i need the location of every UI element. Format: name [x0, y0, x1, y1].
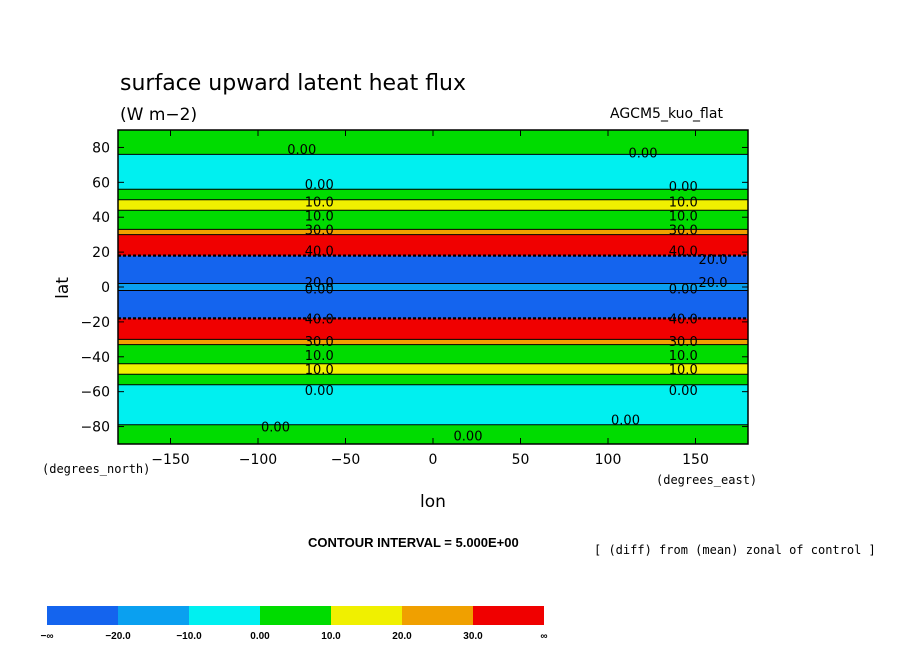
contour-label-14: 20.0: [699, 276, 728, 291]
colorbar-label-5: 20.0: [392, 631, 412, 642]
colorbar-swatch-5: [402, 606, 473, 625]
colorbar-label-6: 30.0: [463, 631, 483, 642]
y-tick-label-2: −40: [80, 350, 110, 366]
colorbar-swatch-6: [473, 606, 544, 625]
y-tick-label-7: 60: [92, 175, 110, 191]
band-5: [118, 339, 748, 345]
contour-label-20: 30.0: [669, 335, 698, 350]
diff-note: [ (diff) from (mean) zonal of control ]: [594, 543, 876, 557]
contour-label-8: 30.0: [305, 223, 334, 238]
contour-label-21: 10.0: [305, 349, 334, 364]
band-1: [118, 384, 748, 425]
y-tick-label-6: 40: [92, 210, 110, 226]
contour-label-23: 10.0: [305, 363, 334, 378]
contour-label-27: 0.00: [261, 421, 290, 436]
colorbar-swatch-1: [118, 606, 189, 625]
contour-label-17: 40.0: [305, 312, 334, 327]
y-tick-label-4: 0: [101, 280, 110, 296]
contour-label-22: 10.0: [669, 349, 698, 364]
band-2: [118, 374, 748, 385]
band-11: [118, 229, 748, 235]
contour-label-28: 0.00: [611, 414, 640, 429]
band-12: [118, 210, 748, 230]
contour-label-5: 10.0: [669, 196, 698, 211]
y-tick-label-3: −20: [80, 315, 110, 331]
chart-title: surface upward latent heat flux: [120, 71, 466, 96]
chart-subtitle: (W m−2): [120, 105, 197, 125]
band-3: [118, 363, 748, 375]
x-units-label: (degrees_east): [656, 473, 757, 487]
colorbar-label-7: ∞: [540, 631, 547, 642]
color-bands: [118, 130, 748, 444]
y-units-label: (degrees_north): [42, 462, 150, 476]
contour-label-24: 10.0: [669, 363, 698, 378]
band-10: [118, 234, 748, 256]
colorbar-label-4: 10.0: [321, 631, 341, 642]
band-14: [118, 189, 748, 200]
colorbar-swatch-3: [260, 606, 331, 625]
contour-label-9: 30.0: [669, 223, 698, 238]
x-tick-label-2: −50: [331, 452, 361, 468]
contour-label-15: 0.00: [305, 283, 334, 298]
contour-label-26: 0.00: [669, 384, 698, 399]
x-tick-label-3: 0: [429, 452, 438, 468]
contour-label-12: 20.0: [699, 253, 728, 268]
contour-label-0: 0.00: [287, 143, 316, 158]
y-tick-label-8: 80: [92, 140, 110, 156]
x-tick-label-4: 50: [512, 452, 530, 468]
contour-label-11: 40.0: [669, 244, 698, 259]
y-axis-label: lat: [53, 277, 73, 299]
contour-label-7: 10.0: [669, 209, 698, 224]
band-4: [118, 344, 748, 364]
band-7: [118, 290, 748, 319]
x-tick-label-0: −150: [151, 452, 189, 468]
contour-interval: CONTOUR INTERVAL = 5.000E+00: [308, 535, 519, 550]
colorbar-label-2: −10.0: [176, 631, 202, 642]
band-6: [118, 318, 748, 340]
contour-label-6: 10.0: [305, 209, 334, 224]
x-axis-label: lon: [420, 492, 446, 512]
band-0: [118, 424, 748, 444]
contour-label-29: 0.00: [454, 429, 483, 444]
x-tick-label-5: 100: [595, 452, 622, 468]
contour-label-3: 0.00: [669, 180, 698, 195]
contour-label-10: 40.0: [305, 244, 334, 259]
contour-label-13: 20.0: [305, 276, 334, 291]
colorbar-label-3: 0.00: [250, 631, 270, 642]
y-tick-label-1: −60: [80, 385, 110, 401]
band-8: [118, 283, 748, 291]
colorbar-swatch-2: [189, 606, 260, 625]
band-13: [118, 199, 748, 211]
contour-label-1: 0.00: [629, 147, 658, 162]
model-label: AGCM5_kuo_flat: [610, 106, 723, 122]
contour-label-16: 0.00: [669, 283, 698, 298]
x-tick-label-1: −100: [239, 452, 277, 468]
contour-label-18: 40.0: [669, 312, 698, 327]
colorbar-label-1: −20.0: [105, 631, 131, 642]
y-axis: −80 −60 −40 −20 0 20 40 60 80: [80, 140, 748, 436]
y-tick-label-5: 20: [92, 245, 110, 261]
x-axis: −150 −100 −50 0 50 100 150: [151, 130, 709, 468]
colorbar-swatch-4: [331, 606, 402, 625]
contour-label-25: 0.00: [305, 384, 334, 399]
y-tick-label-0: −80: [80, 420, 110, 436]
band-9: [118, 255, 748, 284]
colorbar: −∞ −20.0 −10.0 0.00 10.0 20.0 30.0 ∞: [41, 606, 548, 642]
contour-lines: [118, 153, 748, 426]
band-15: [118, 154, 748, 190]
contour-label-2: 0.00: [305, 178, 334, 193]
contour-label-19: 30.0: [305, 335, 334, 350]
contour-label-4: 10.0: [305, 196, 334, 211]
x-tick-label-6: 150: [682, 452, 709, 468]
colorbar-swatch-0: [47, 606, 118, 625]
colorbar-label-0: −∞: [41, 631, 54, 642]
